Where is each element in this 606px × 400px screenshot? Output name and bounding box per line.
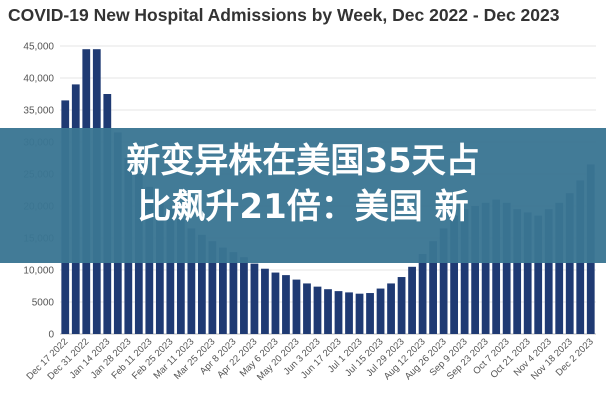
- bar: [418, 254, 427, 334]
- bar: [240, 257, 248, 334]
- bar: [355, 293, 364, 334]
- bar: [439, 228, 448, 334]
- bar: [387, 283, 395, 334]
- y-tick-label: 10,000: [23, 266, 54, 277]
- bar: [481, 202, 490, 334]
- bar: [292, 279, 301, 334]
- headline-line-2: 比飙升21倍：美国 新: [137, 187, 469, 227]
- bar: [303, 283, 311, 334]
- bar: [166, 209, 175, 334]
- bar: [345, 292, 353, 334]
- bar: [502, 202, 511, 334]
- bar: [313, 286, 322, 334]
- bar: [450, 215, 459, 334]
- bar: [208, 241, 217, 334]
- bar: [366, 293, 374, 334]
- bar: [197, 234, 206, 334]
- bar: [376, 288, 385, 334]
- bar: [219, 247, 227, 334]
- bar: [408, 266, 416, 334]
- bar: [334, 291, 343, 334]
- bar: [261, 268, 269, 334]
- bar: [523, 212, 532, 334]
- headline-banner: [0, 128, 606, 263]
- bar: [534, 215, 543, 334]
- chart-title: COVID-19 New Hospital Admissions by Week…: [8, 5, 560, 25]
- bar: [429, 241, 437, 334]
- bar: [282, 275, 290, 334]
- bar: [155, 199, 164, 334]
- bar: [565, 193, 574, 334]
- bar: [229, 252, 238, 334]
- bar: [271, 272, 280, 334]
- bar: [460, 209, 469, 334]
- bar: [513, 209, 522, 334]
- bar: [492, 199, 501, 334]
- bar: [176, 218, 185, 334]
- y-tick-label: 35,000: [23, 106, 54, 117]
- bar: [397, 277, 406, 334]
- y-tick-label: 45,000: [23, 42, 54, 53]
- headline-text: 新变异株在美国35天占 比飙升21倍：美国 新: [0, 138, 606, 230]
- y-tick-label: 0: [48, 330, 54, 341]
- y-tick-label: 40,000: [23, 74, 54, 85]
- bar: [555, 202, 564, 334]
- bar: [250, 263, 259, 334]
- bar: [324, 289, 332, 334]
- bar: [187, 228, 196, 334]
- headline-line-1: 新变异株在美国35天占: [126, 141, 480, 181]
- bar: [544, 209, 553, 334]
- y-tick-label: 5000: [32, 298, 55, 309]
- bar: [471, 206, 480, 334]
